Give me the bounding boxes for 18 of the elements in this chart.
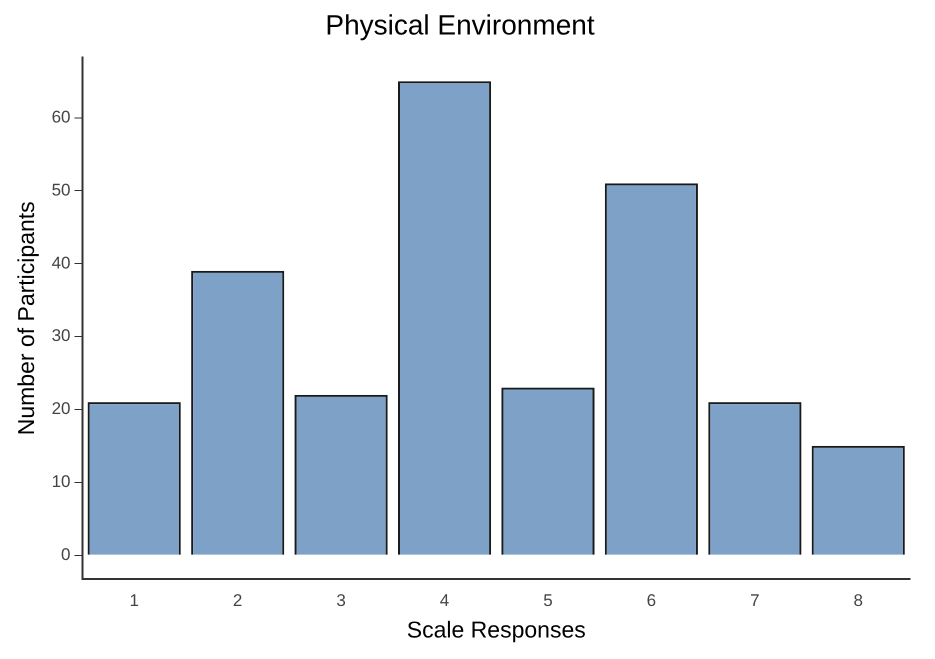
chart-title: Physical Environment: [325, 10, 595, 41]
y-tick-label: 20: [52, 399, 71, 418]
x-tick-label: 1: [129, 590, 139, 610]
x-tick-label: 2: [232, 590, 242, 610]
x-axis-title: Scale Responses: [406, 616, 586, 643]
y-tick-label: 0: [61, 544, 71, 564]
y-tick-label: 40: [52, 253, 71, 272]
y-tick-label: 50: [52, 180, 71, 200]
y-axis-title: Number of Participants: [13, 201, 40, 436]
y-tick-label: 60: [52, 107, 71, 126]
x-tick-label: 7: [750, 590, 760, 610]
x-tick-label: 5: [543, 590, 553, 610]
x-tick-label: 3: [336, 590, 346, 610]
x-tick-label: 4: [440, 590, 450, 610]
y-tick-label: 10: [52, 472, 71, 492]
y-tick-label: 30: [52, 326, 71, 346]
x-tick-label: 8: [854, 590, 864, 610]
x-tick-label: 6: [646, 590, 656, 610]
